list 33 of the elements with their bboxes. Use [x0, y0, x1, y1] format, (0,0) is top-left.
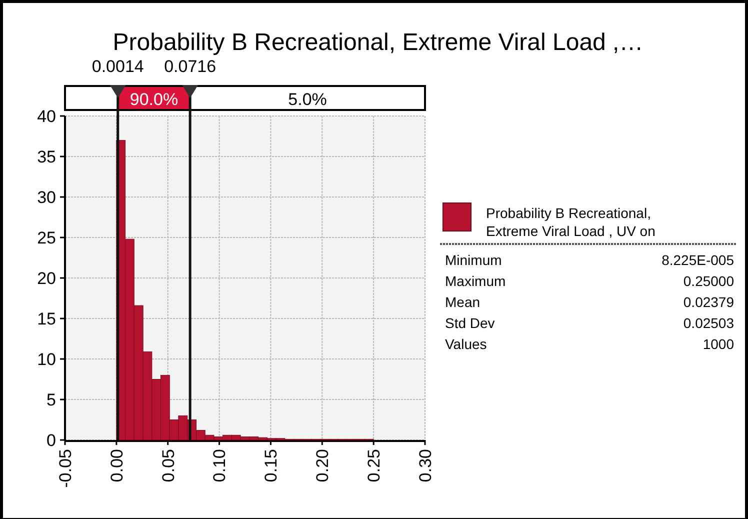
text: Maximum	[445, 272, 506, 289]
x-tick-label: 0.15	[262, 449, 281, 482]
x-tick-label: 0.30	[416, 449, 435, 482]
y-tick-label: 40	[37, 106, 56, 126]
text: Values	[445, 336, 487, 352]
y-tick-label: 30	[37, 188, 56, 207]
y-tick-label: 10	[37, 350, 56, 369]
y-tick-label: 35	[37, 147, 56, 166]
text: 0.02379	[683, 294, 734, 310]
text: Mean	[445, 294, 480, 310]
text: 0.02503	[683, 314, 734, 331]
chart-title: Probability B Recreational, Extreme Viral Load ,…	[112, 29, 644, 56]
ref-line-label: 0.0716	[164, 57, 216, 76]
x-tick-label: 0.05	[158, 449, 178, 482]
x-tick-label: 0.25	[364, 449, 384, 482]
x-tick-label: -0.05	[56, 449, 75, 488]
x-tick-label: 0.00	[107, 449, 126, 482]
text: 8.225E-005	[662, 252, 734, 268]
x-tick-label: 0.10	[210, 449, 230, 482]
text: 1000	[702, 336, 734, 352]
text: 5.0%	[288, 90, 327, 109]
text: Minimum	[445, 252, 502, 268]
text: Std Dev	[445, 314, 495, 331]
legend-label: Probability B Recreational, Extreme Viral Load , UV on	[486, 204, 656, 239]
x-tick-label: 0.20	[313, 449, 332, 482]
y-tick-label: 5	[46, 390, 56, 410]
ref-line-label: 0.0014	[92, 57, 144, 76]
y-tick-label: 0	[46, 430, 56, 450]
y-tick-label: 15	[37, 309, 56, 328]
y-tick-label: 25	[37, 228, 56, 248]
text: 90.0%	[130, 90, 178, 109]
y-tick-label: 20	[37, 268, 56, 288]
text: 0.25000	[683, 272, 734, 289]
